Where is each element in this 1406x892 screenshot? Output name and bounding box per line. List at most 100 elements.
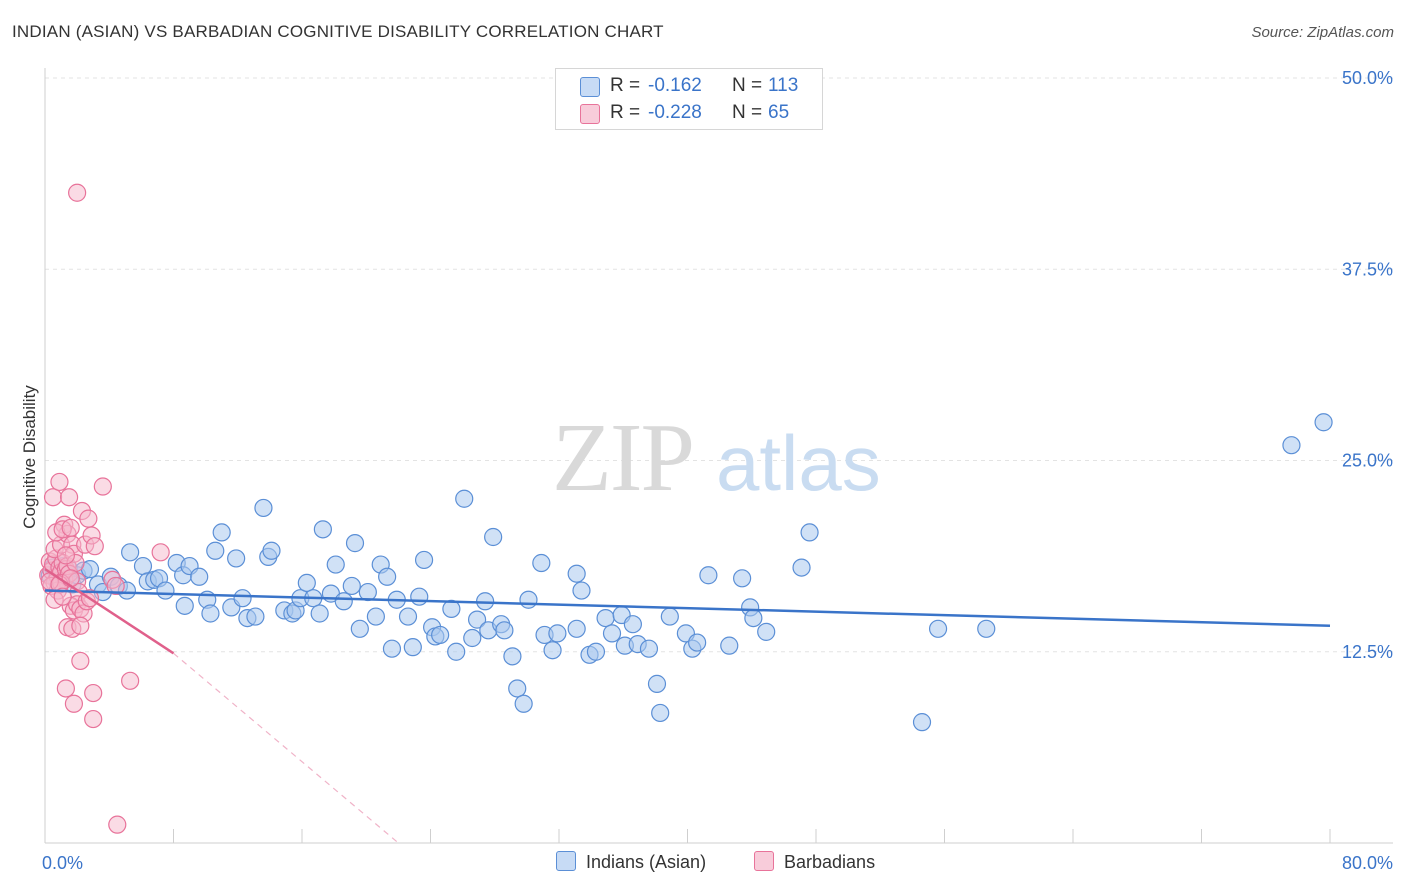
chart-title: INDIAN (ASIAN) VS BARBADIAN COGNITIVE DI… [12, 22, 664, 41]
data-point-indians [688, 633, 707, 652]
y-tick-label: 37.5% [1342, 259, 1393, 279]
data-point-indians [206, 541, 225, 560]
data-point-indians [548, 624, 567, 643]
source-label: Source: ZipAtlas.com [1251, 24, 1394, 41]
data-point-indians [744, 608, 763, 628]
data-point-indians [514, 694, 533, 713]
data-point-indians [912, 713, 932, 732]
data-point-barbadians [106, 576, 125, 596]
data-point-indians [602, 624, 622, 643]
data-point-indians [792, 558, 811, 577]
data-point-indians [121, 543, 140, 562]
series-legend-indians[interactable]: Indians (Asian) [556, 851, 706, 873]
data-point-indians [567, 564, 586, 583]
data-point-indians [156, 581, 175, 600]
data-point-indians [366, 607, 385, 626]
y-tick-label: 50.0% [1342, 68, 1393, 88]
data-point-indians [190, 567, 209, 586]
data-point-barbadians [61, 518, 80, 537]
data-point-barbadians [56, 679, 75, 698]
trendline-indians [44, 589, 1331, 627]
data-point-indians [623, 615, 642, 634]
data-point-indians [262, 541, 281, 560]
legend-swatch-blue [556, 851, 576, 871]
data-point-barbadians [151, 543, 170, 562]
data-point-indians [342, 576, 361, 596]
data-point-indians [699, 566, 718, 585]
data-point-indians [254, 498, 273, 518]
data-point-barbadians [108, 815, 127, 834]
x-tick-label-max: 80.0% [1342, 853, 1393, 873]
legend-r-label: R = [610, 75, 641, 96]
legend-r-label: R = [610, 102, 641, 123]
series-legend-barbadians[interactable]: Barbadians [754, 851, 875, 873]
data-point-indians [334, 592, 353, 611]
data-point-barbadians [61, 569, 80, 588]
data-point-indians [212, 523, 231, 542]
data-point-indians [977, 619, 996, 638]
data-point-indians [519, 590, 538, 609]
watermark: ZIP atlas [552, 404, 881, 512]
y-tick-label: 25.0% [1342, 451, 1393, 471]
data-point-indians [647, 674, 667, 693]
data-point-indians [586, 642, 606, 661]
data-point-indians [227, 549, 246, 568]
data-point-indians [467, 610, 487, 629]
data-point-barbadians [50, 472, 69, 492]
y-tick-label: 12.5% [1342, 642, 1393, 662]
data-point-indians [382, 639, 402, 658]
trend-lines [44, 568, 1331, 844]
data-point-indians [297, 573, 316, 593]
watermark-atlas: atlas [716, 419, 881, 507]
data-point-barbadians [84, 683, 103, 703]
barbadians-points [39, 183, 170, 834]
legend-n-value: 113 [768, 75, 799, 96]
data-point-indians [414, 550, 434, 570]
tick-labels: 12.5% 25.0% 37.5% 50.0% 0.0% 80.0% [42, 68, 1393, 873]
series-name-indians: Indians (Asian) [586, 852, 707, 872]
data-point-indians [1282, 436, 1301, 455]
data-point-barbadians [85, 537, 104, 556]
data-point-indians [503, 647, 522, 666]
data-point-indians [442, 599, 461, 619]
axes [44, 68, 1393, 844]
gridlines [45, 77, 1393, 653]
trendline-barbadians-extension [173, 652, 399, 844]
data-point-indians [431, 625, 450, 645]
legend-n-label: N = [732, 75, 763, 96]
data-point-indians [639, 639, 659, 658]
data-point-barbadians [56, 546, 75, 565]
data-point-indians [800, 523, 819, 542]
data-point-indians [596, 608, 615, 628]
data-point-indians [201, 604, 220, 623]
series-name-barbadians: Barbadians [784, 852, 876, 872]
data-point-indians [1314, 413, 1333, 432]
data-point-barbadians [53, 587, 72, 606]
data-point-indians [403, 638, 422, 657]
data-point-barbadians [64, 694, 84, 713]
legend-swatch-pink [580, 104, 600, 124]
data-point-indians [572, 581, 591, 600]
data-point-barbadians [121, 671, 140, 690]
data-point-indians [495, 621, 514, 640]
trendline-barbadians [44, 568, 175, 655]
data-point-indians [326, 555, 345, 574]
data-point-indians [378, 567, 397, 586]
data-point-indians [133, 556, 153, 576]
y-axis-title: Cognitive Disability [20, 385, 39, 529]
legend-r-value: -0.228 [648, 102, 702, 123]
data-point-indians [928, 619, 948, 638]
data-point-barbadians [59, 488, 79, 507]
data-point-barbadians [43, 488, 63, 507]
correlation-legend: R = -0.162 N = 113 R = -0.228 N = 65 [555, 68, 823, 130]
data-point-indians [757, 622, 776, 641]
data-point-indians [447, 642, 466, 661]
data-point-barbadians [79, 509, 98, 528]
x-tick-label-min: 0.0% [42, 853, 83, 873]
data-point-barbadians [93, 477, 112, 496]
data-point-indians [543, 641, 562, 660]
watermark-zip: ZIP [552, 404, 693, 512]
data-point-barbadians [71, 651, 90, 671]
data-point-barbadians [68, 183, 87, 202]
